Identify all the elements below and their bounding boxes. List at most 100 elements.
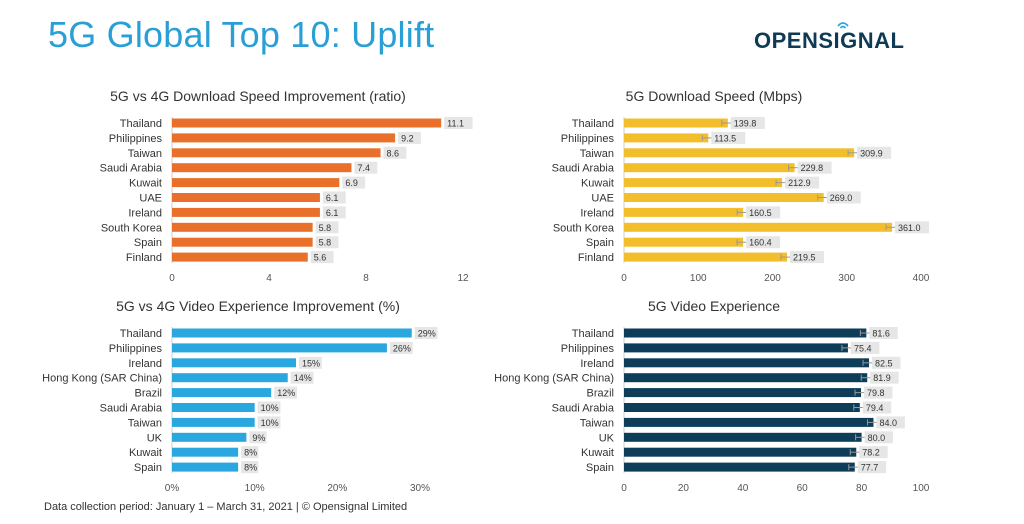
data-label: 14% (294, 373, 312, 383)
data-label-bg (383, 146, 407, 159)
data-label: 9% (252, 433, 265, 443)
bar (172, 207, 320, 217)
data-label: 82.5 (875, 358, 893, 368)
bar (172, 403, 255, 412)
data-label: 8% (244, 448, 257, 458)
data-label: 8.6 (387, 148, 400, 158)
bar (172, 178, 340, 188)
data-label-bg (290, 371, 314, 384)
x-tick-label: 30% (410, 483, 430, 494)
category-label: Ireland (580, 358, 614, 370)
x-tick-label: 20% (327, 483, 347, 494)
data-label: 160.4 (749, 238, 772, 248)
category-label: UK (599, 432, 615, 444)
data-label: 9.2 (401, 133, 414, 143)
data-label: 10% (261, 418, 279, 428)
category-label: Ireland (128, 207, 162, 219)
bar (172, 193, 320, 202)
category-label: Kuwait (129, 178, 162, 190)
category-label: Spain (134, 237, 162, 249)
category-label: UAE (139, 193, 162, 205)
data-label-bg (746, 206, 781, 219)
data-label: 5.8 (319, 238, 332, 248)
data-label-bg (872, 356, 901, 369)
data-label: 113.5 (714, 133, 736, 143)
bar (172, 252, 308, 262)
data-label: 77.7 (861, 463, 879, 473)
bar (624, 163, 795, 173)
data-label: 5.6 (314, 253, 327, 263)
x-tick-label: 12 (457, 273, 469, 284)
data-label-bg (444, 117, 473, 129)
bar (624, 148, 855, 158)
data-label-bg (257, 401, 281, 414)
bar (172, 358, 296, 368)
x-tick-label: 10% (245, 483, 265, 494)
category-label: Hong Kong (SAR China) (42, 373, 162, 385)
category-label: Taiwan (128, 148, 162, 160)
category-label: Saudi Arabia (100, 403, 163, 415)
category-label: Spain (586, 237, 614, 249)
data-label: 229.8 (801, 163, 824, 173)
bar (172, 447, 239, 457)
bar (172, 343, 387, 353)
bar (624, 447, 857, 457)
category-label: Taiwan (580, 417, 614, 429)
bar (624, 222, 893, 232)
opensignal-logo: OPENSIGNAL (754, 28, 905, 53)
bar (172, 388, 272, 398)
data-label-bg (870, 371, 899, 384)
category-label: Spain (586, 462, 614, 474)
data-label: 80.0 (868, 433, 886, 443)
data-label-bg (864, 431, 893, 444)
bar (172, 328, 412, 338)
data-label: 160.5 (749, 208, 772, 218)
data-label: 79.8 (867, 388, 885, 398)
category-label: Brazil (586, 388, 614, 400)
bar (624, 432, 862, 442)
category-label: Hong Kong (SAR China) (494, 373, 614, 385)
data-label-bg (730, 117, 765, 129)
category-label: Thailand (572, 118, 614, 130)
data-label-bg (746, 236, 781, 249)
x-tick-label: 20 (678, 483, 690, 494)
signal-wave-icon (837, 22, 849, 29)
data-label-bg (398, 131, 421, 144)
x-tick-label: 0 (169, 273, 175, 284)
data-label-bg (789, 251, 824, 264)
category-label: Thailand (120, 328, 162, 340)
bar (624, 417, 874, 427)
x-tick-label: 100 (690, 273, 707, 284)
data-label-bg (299, 356, 322, 369)
category-label: Brazil (134, 388, 162, 400)
x-tick-label: 300 (838, 273, 855, 284)
data-label-bg (241, 446, 259, 459)
category-label: Philippines (109, 343, 163, 355)
x-tick-label: 0 (621, 483, 627, 494)
data-label: 361.0 (898, 223, 921, 233)
category-label: Thailand (572, 328, 614, 340)
x-tick-label: 400 (913, 273, 930, 284)
category-label: Saudi Arabia (100, 163, 163, 175)
data-label-bg (249, 431, 267, 444)
bar (624, 118, 728, 128)
x-tick-label: 100 (913, 483, 930, 494)
bar (624, 328, 867, 338)
category-label: South Korea (101, 222, 163, 234)
category-label: Saudi Arabia (552, 403, 615, 415)
data-label-bg (322, 206, 346, 219)
data-label-bg (414, 327, 438, 339)
data-label: 15% (302, 358, 320, 368)
bar (172, 462, 239, 472)
data-label: 6.1 (326, 208, 339, 218)
bar (624, 343, 848, 353)
data-label-bg (859, 446, 888, 459)
category-label: Kuwait (129, 447, 162, 459)
category-label: Taiwan (580, 148, 614, 160)
data-label: 75.4 (854, 343, 872, 353)
category-label: Finland (126, 252, 162, 264)
bar (624, 237, 744, 247)
footer-note: Data collection period: January 1 – Marc… (44, 501, 408, 513)
x-tick-label: 200 (764, 273, 781, 284)
data-label-bg (241, 461, 259, 474)
